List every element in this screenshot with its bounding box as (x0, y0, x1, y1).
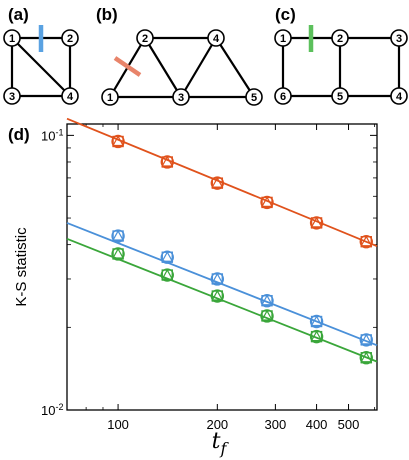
x-tick-label: 400 (306, 417, 328, 432)
data-point-series0-3 (260, 195, 274, 210)
data-point-series0-5 (359, 235, 373, 249)
data-point-series2-0 (111, 247, 125, 261)
plot-frame (66, 123, 378, 411)
data-point-series1-0 (111, 229, 125, 243)
data-point-series2-3 (260, 309, 274, 323)
x-axis-label-subscript: f (219, 439, 229, 458)
x-tick-label: 200 (206, 417, 228, 432)
node-c-4: 4 (390, 87, 408, 105)
marker-triangle (261, 196, 274, 208)
graph-edges-c (281, 36, 401, 98)
graph-panel-b: (b) 1 2 3 4 5 (96, 5, 263, 106)
marker-triangle (161, 268, 174, 280)
node-c-1: 1 (274, 29, 292, 47)
node-label-b-4: 4 (213, 33, 220, 45)
node-c-6: 6 (274, 87, 292, 105)
cut-marker-b (113, 56, 142, 77)
node-label-c-5: 5 (337, 91, 343, 103)
node-label-a-2: 2 (67, 33, 73, 45)
marker-triangle (112, 135, 125, 147)
x-tick-label: 100 (107, 417, 129, 432)
node-b-2: 2 (136, 29, 154, 47)
data-point-series2-1 (160, 268, 174, 282)
x-tick-label: 300 (265, 417, 287, 432)
node-c-5: 5 (331, 87, 349, 105)
panel-label-b: (b) (96, 5, 118, 24)
graph-panel-c: (c) 1 2 3 4 5 6 (274, 5, 408, 105)
y-tick-label: 10-1 (41, 127, 63, 143)
marker-triangle (211, 176, 224, 188)
node-b-4: 4 (207, 29, 225, 47)
data-point-series1-5 (359, 333, 373, 347)
x-axis-label: tf (212, 429, 230, 458)
node-a-1: 1 (3, 29, 21, 47)
data-point-series2-5 (359, 351, 373, 365)
node-a-4: 4 (61, 87, 79, 105)
node-label-b-5: 5 (251, 92, 257, 104)
y-tick-label: 10-2 (41, 402, 63, 418)
graph-panel-a: (a) 1 2 3 4 (3, 5, 79, 105)
panel-label-d: (d) (8, 125, 30, 144)
node-label-b-1: 1 (107, 92, 113, 104)
data-point-series1-1 (160, 250, 174, 264)
node-label-a-4: 4 (67, 91, 74, 103)
marker-triangle (360, 351, 373, 363)
marker-triangle (360, 235, 373, 247)
node-c-3: 3 (390, 29, 408, 47)
chart-panel-d: (d) 10-1 10-2 100 200 300 400 500 K-S statist… (8, 117, 378, 458)
panel-label-a: (a) (8, 5, 29, 24)
graph-edges-a (10, 36, 72, 98)
y-tick-labels: 10-1 10-2 (41, 127, 63, 418)
x-axis-label-main: t (212, 429, 221, 454)
node-c-2: 2 (331, 29, 349, 47)
marker-triangle (360, 333, 373, 345)
node-a-2: 2 (61, 29, 79, 47)
data-point-series2-2 (210, 289, 225, 303)
node-label-a-1: 1 (9, 33, 15, 45)
data-points (111, 134, 373, 365)
x-tick-label: 500 (338, 417, 360, 432)
node-label-b-2: 2 (142, 33, 148, 45)
marker-triangle (310, 330, 323, 342)
node-label-c-4: 4 (396, 91, 403, 103)
y-axis-label: K-S statistic (13, 227, 30, 307)
data-point-series1-2 (210, 272, 225, 286)
edge-b-3-4 (179, 36, 218, 99)
node-b-1: 1 (101, 88, 119, 106)
marker-triangle (161, 155, 174, 167)
marker-triangle (211, 272, 224, 284)
data-point-series0-1 (160, 155, 174, 169)
node-label-c-2: 2 (337, 33, 343, 45)
marker-triangle (261, 294, 274, 306)
node-b-5: 5 (245, 88, 263, 106)
node-label-c-3: 3 (396, 33, 402, 45)
marker-triangle (112, 229, 125, 241)
node-label-a-3: 3 (9, 91, 15, 103)
panel-label-c: (c) (275, 5, 296, 24)
data-point-series0-0 (111, 134, 125, 149)
data-point-series1-4 (309, 314, 324, 329)
marker-triangle (112, 247, 125, 259)
node-label-b-3: 3 (178, 92, 184, 104)
marker-triangle (161, 250, 174, 262)
edge-b-4-5 (214, 36, 256, 99)
x-tick-labels: 100 200 300 400 500 (107, 417, 359, 432)
node-a-3: 3 (3, 87, 21, 105)
axis-ticks (67, 124, 377, 411)
edge-a-1-4 (10, 36, 72, 98)
marker-triangle (310, 216, 323, 228)
data-point-series0-4 (309, 216, 324, 230)
graph-edges-b (108, 36, 256, 99)
data-point-series0-2 (210, 176, 225, 190)
node-label-c-6: 6 (280, 91, 286, 103)
node-b-3: 3 (172, 88, 190, 106)
marker-triangle (211, 289, 224, 301)
data-point-series2-4 (309, 329, 324, 344)
node-label-c-1: 1 (280, 33, 286, 45)
marker-triangle (310, 315, 323, 327)
marker-triangle (261, 309, 274, 321)
data-point-series1-3 (260, 294, 274, 308)
edge-b-2-3 (143, 36, 183, 99)
